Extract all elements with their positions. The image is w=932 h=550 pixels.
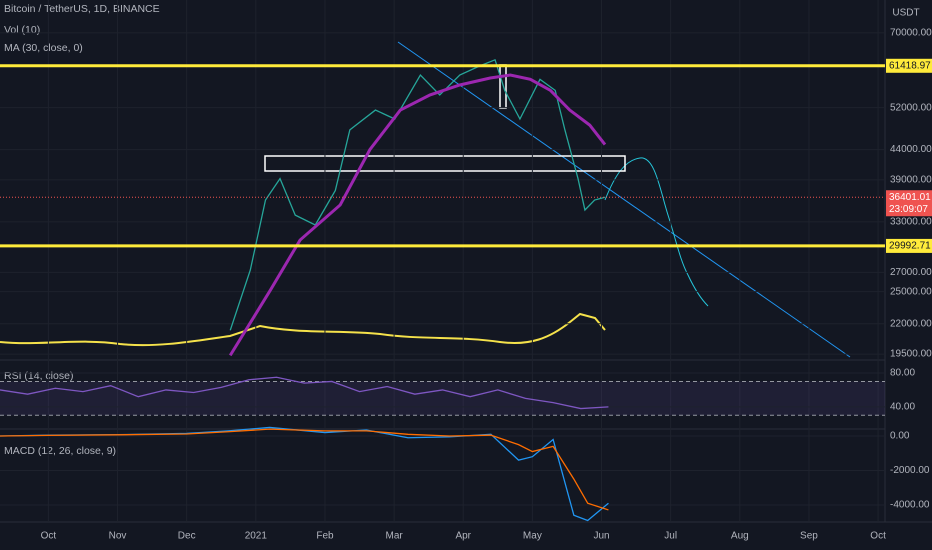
x-tick-label: Oct (870, 531, 886, 542)
y-tick-label: 25000.00 (890, 286, 932, 297)
volume-ma (0, 312, 606, 347)
y-tick-label: 22000.00 (890, 318, 932, 329)
series-line (228, 73, 607, 357)
y-tick-label: -2000.00 (890, 465, 930, 476)
countdown: 23:09:07 (889, 204, 928, 215)
level-label: 29992.71 (889, 241, 931, 252)
x-tick-label: Jun (593, 531, 609, 542)
last-price-label: 36401.01 (889, 192, 931, 203)
y-tick-label: 52000.00 (890, 102, 932, 113)
y-tick-label: 80.00 (890, 368, 915, 379)
series-line (229, 58, 606, 331)
y-tick-label: 40.00 (890, 401, 915, 412)
series-line (0, 428, 609, 511)
x-tick-label: Aug (731, 531, 749, 542)
trend-line (397, 41, 851, 358)
x-tick-label: Nov (109, 531, 127, 542)
y-axis-label: USDT (892, 8, 919, 19)
y-tick-label: 39000.00 (890, 175, 932, 186)
y-tick-label: 19500.00 (890, 349, 932, 360)
zone-box (264, 155, 626, 172)
x-tick-label: Jul (664, 531, 677, 542)
indicator-label: RSI (14, close) (4, 370, 73, 382)
x-tick-label: 2021 (245, 531, 268, 542)
y-tick-label: 27000.00 (890, 267, 932, 278)
x-tick-label: Mar (385, 531, 403, 542)
projection (604, 157, 709, 307)
y-tick-label: 0.00 (890, 431, 910, 442)
y-tick-label: 70000.00 (890, 28, 932, 39)
legend-entry: MA (30, close, 0) (4, 42, 83, 54)
chart-title: Bitcoin / TetherUS, 1D, BINANCE (4, 3, 160, 15)
y-tick-label: 33000.00 (890, 217, 932, 228)
level-label-box (886, 238, 932, 253)
y-tick-label: 44000.00 (890, 144, 932, 155)
x-tick-label: May (523, 531, 542, 542)
y-tick-label: -4000.00 (890, 500, 930, 511)
x-tick-label: Apr (455, 531, 471, 542)
indicator-label: MACD (12, 26, close, 9) (4, 445, 116, 457)
level-label-box (886, 58, 932, 73)
series-line (0, 376, 609, 410)
last-price-box (886, 190, 932, 217)
indicator-label: Vol (10) (4, 24, 40, 36)
level-label: 61418.97 (889, 60, 931, 71)
x-tick-label: Feb (316, 531, 334, 542)
rsi-band (0, 381, 885, 416)
x-tick-label: Oct (41, 531, 57, 542)
x-tick-label: Sep (800, 531, 818, 542)
x-tick-label: Dec (178, 531, 196, 542)
